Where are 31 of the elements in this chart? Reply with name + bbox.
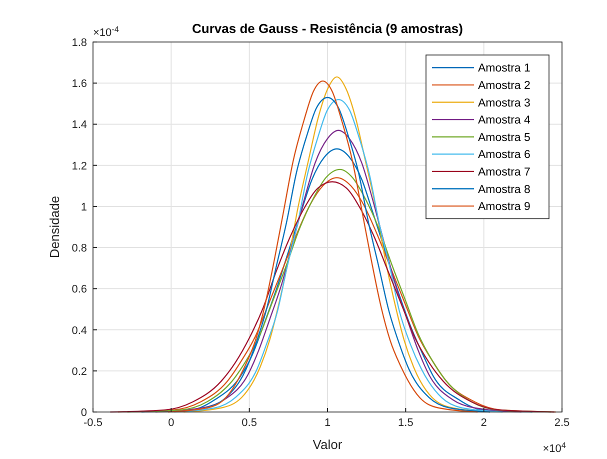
x-tick-label: 0.5 bbox=[242, 417, 257, 429]
y-tick-label: 0.2 bbox=[72, 366, 87, 378]
y-tick-label: 1.6 bbox=[72, 78, 87, 90]
legend-label: Amostra 7 bbox=[478, 166, 530, 178]
x-tick-label: -0.5 bbox=[84, 417, 102, 429]
x-tick-label: 1.5 bbox=[398, 417, 414, 429]
x-tick-label: 0 bbox=[168, 417, 174, 429]
legend-label: Amostra 4 bbox=[478, 114, 532, 127]
y-axis-title: Densidade bbox=[47, 196, 62, 258]
y-tick-label: 1.4 bbox=[72, 119, 87, 132]
x-tick-label: 1 bbox=[324, 417, 331, 429]
y-tick-label: 1 bbox=[80, 201, 87, 214]
y-tick-label: 1.2 bbox=[72, 160, 87, 172]
x-tick-label: 2.5 bbox=[554, 417, 570, 429]
y-tick-label: 0.4 bbox=[72, 324, 87, 337]
x-axis-title: Valor bbox=[312, 437, 343, 452]
legend-label: Amostra 2 bbox=[478, 80, 530, 92]
y-tick-label: 0 bbox=[80, 407, 87, 419]
y-tick-label: 0.8 bbox=[72, 242, 87, 255]
text: ×10$^{-4}$ bbox=[93, 24, 120, 39]
legend-label: Amostra 3 bbox=[478, 97, 530, 110]
legend-label: Amostra 6 bbox=[478, 149, 530, 162]
legend-label: Amostra 1 bbox=[478, 62, 530, 75]
y-tick-label: 0.6 bbox=[72, 284, 87, 296]
y-tick-label: 1.8 bbox=[72, 37, 87, 49]
legend-label: Amostra 9 bbox=[478, 201, 530, 214]
text: ×10$^{4}$ bbox=[542, 440, 566, 455]
legend-label: Amostra 5 bbox=[478, 132, 530, 144]
legend-label: Amostra 8 bbox=[478, 184, 530, 196]
x-tick-label: 2 bbox=[480, 417, 487, 429]
chart-title: Curvas de Gauss - Resistência (9 amostras) bbox=[192, 21, 463, 36]
